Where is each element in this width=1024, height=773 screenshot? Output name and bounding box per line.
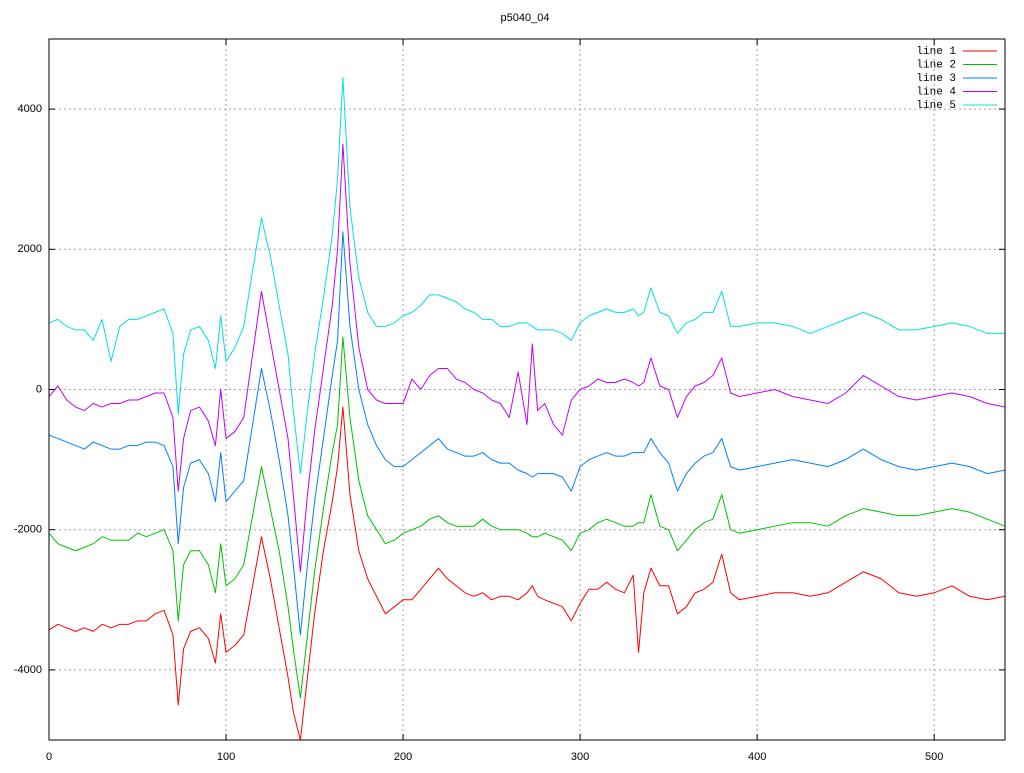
x-tick-label: 200 (394, 751, 412, 763)
legend-label: line 2 (916, 59, 956, 71)
data-line (48, 77, 1005, 475)
legend-label: line 3 (916, 73, 956, 85)
y-tick-label: 2000 (18, 243, 42, 255)
legend-label: line 4 (916, 86, 956, 98)
y-tick-label: 4000 (18, 103, 42, 115)
data-line (48, 143, 1006, 573)
data-line (48, 336, 1006, 699)
y-tick-label: -4000 (14, 664, 42, 676)
y-tick-label: -2000 (14, 524, 42, 536)
legend-label: line 5 (916, 100, 956, 112)
data-line (48, 231, 1006, 636)
legend-label: line 1 (916, 46, 956, 58)
x-tick-label: 0 (46, 751, 52, 763)
plot-frame (48, 38, 1006, 741)
y-tick-label: 0 (36, 383, 42, 395)
x-tick-label: 500 (925, 751, 943, 763)
x-tick-label: 300 (571, 751, 589, 763)
data-line (48, 406, 1006, 741)
chart-title: p5040_04 (501, 12, 550, 24)
x-tick-label: 400 (748, 751, 766, 763)
x-tick-label: 100 (217, 751, 235, 763)
